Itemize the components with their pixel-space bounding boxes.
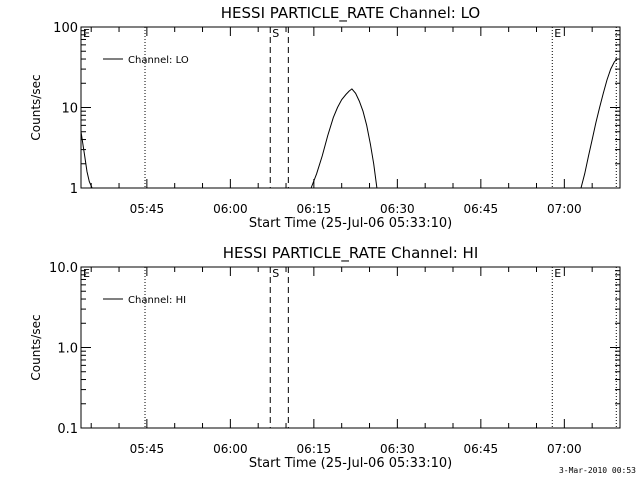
x-tick-label: 06:15	[297, 442, 332, 456]
y-tick-label: 0.1	[57, 422, 78, 437]
y-axis-label: Counts/sec	[29, 74, 43, 140]
event-marker-label: S	[272, 267, 279, 280]
plot-frame	[80, 26, 621, 189]
y-axis-label: Counts/sec	[29, 314, 43, 380]
y-tick-label: 10.0	[49, 261, 78, 276]
x-tick-label: 06:00	[213, 202, 248, 216]
x-tick-label: 06:45	[464, 442, 499, 456]
timestamp: 3-Mar-2010 00:53	[558, 466, 636, 475]
x-tick-label: 06:30	[380, 442, 415, 456]
legend-label: Channel: LO	[128, 55, 189, 66]
series-line-segment-3	[580, 58, 618, 189]
event-marker-label: E	[554, 267, 561, 280]
y-tick-label: 10	[61, 102, 78, 117]
y-tick-label: 1.0	[57, 342, 78, 357]
x-tick-label: 07:00	[547, 202, 582, 216]
x-tick-label: 05:45	[130, 202, 165, 216]
x-axis-label: Start Time (25-Jul-06 05:33:10)	[249, 216, 452, 231]
event-marker-label: S	[272, 27, 279, 40]
x-tick-label: 07:00	[547, 442, 582, 456]
x-axis-label: Start Time (25-Jul-06 05:33:10)	[249, 456, 452, 471]
x-tick-label: 06:00	[213, 442, 248, 456]
x-tick-label: 06:30	[380, 202, 415, 216]
chart-title-1: HESSI PARTICLE_RATE Channel: LO	[221, 4, 480, 23]
event-marker-label: E	[554, 27, 561, 40]
series-line-segment-2	[310, 88, 378, 189]
y-tick-label: 1	[70, 182, 78, 197]
series-line-segment-1	[80, 131, 93, 189]
chart-title-2: HESSI PARTICLE_RATE Channel: HI	[223, 244, 479, 263]
legend-label: Channel: HI	[128, 295, 186, 306]
event-marker-label: E	[83, 27, 90, 40]
event-marker-label: E	[83, 267, 90, 280]
plot-frame	[80, 266, 621, 429]
x-tick-label: 05:45	[130, 442, 165, 456]
x-tick-label: 06:45	[464, 202, 499, 216]
x-tick-label: 06:15	[297, 202, 332, 216]
y-tick-label: 100	[53, 21, 78, 36]
